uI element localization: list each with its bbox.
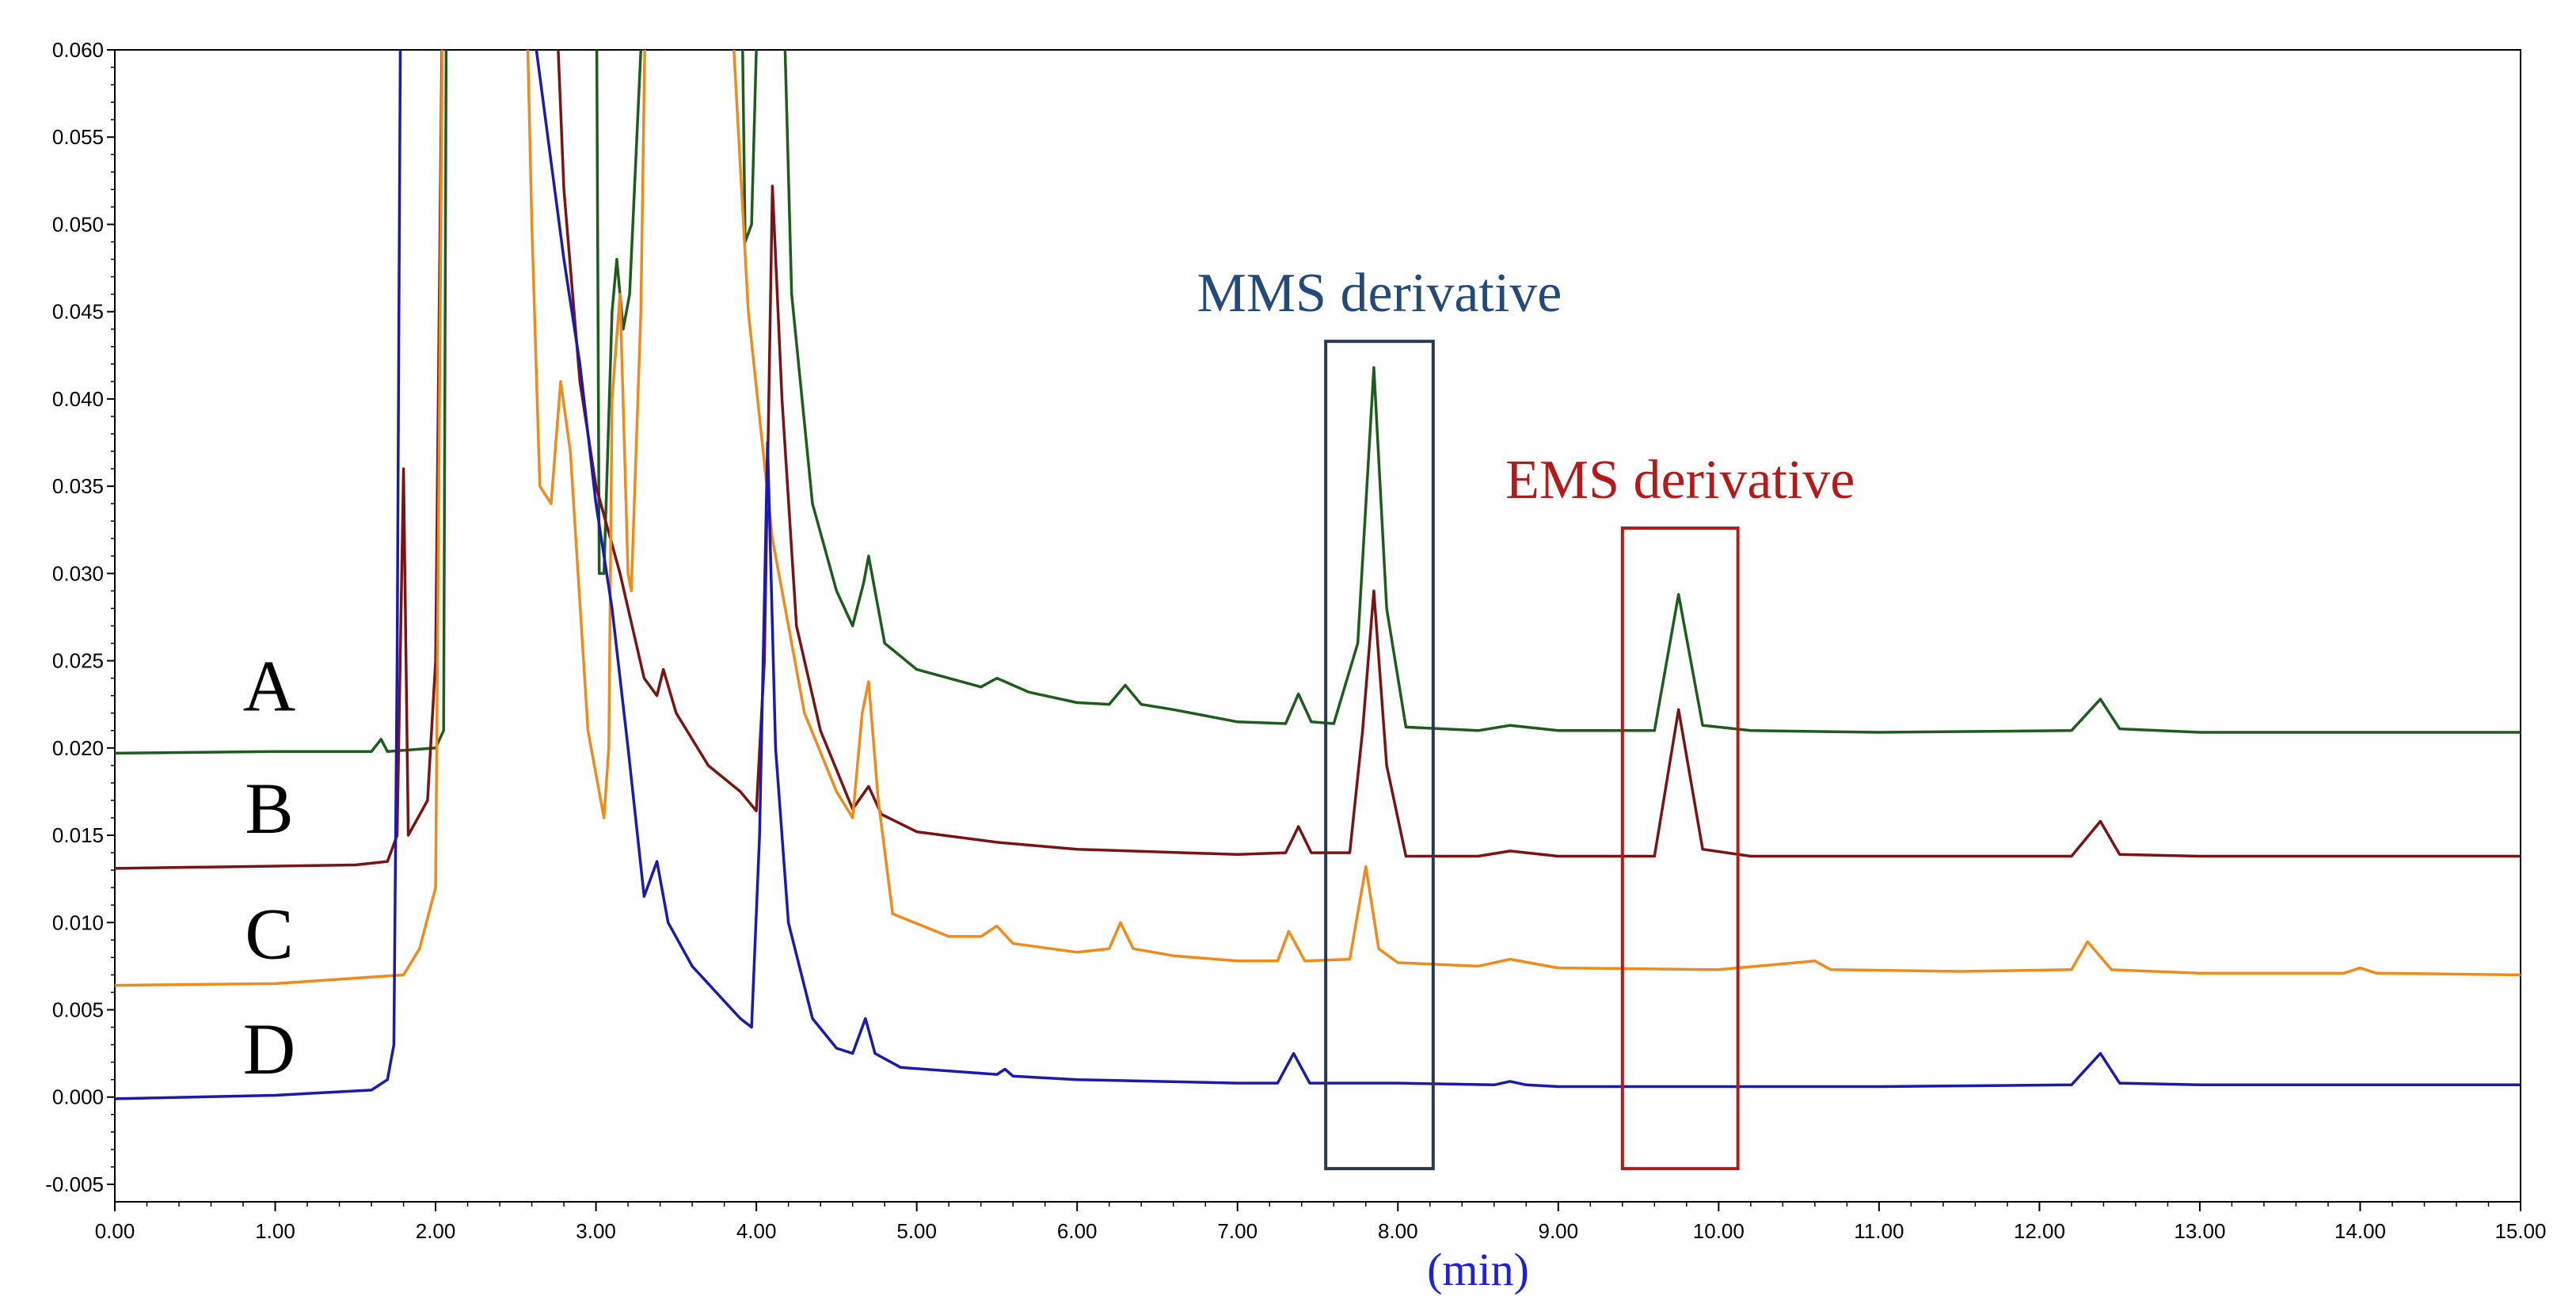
trace-label-d: D — [243, 1009, 295, 1089]
annotation-label-1: MMS derivative — [1197, 263, 1562, 324]
x-tick-label: 6.00 — [1057, 1219, 1098, 1243]
x-tick-label: 0.00 — [95, 1219, 135, 1243]
axis-layer: -0.005 0.000 0.005 0.010 0.015 0.020 0.025 0.03… — [45, 38, 2546, 1243]
annotation-label-2: EMS derivative — [1505, 450, 1855, 511]
annotation-box-1 — [1324, 340, 1435, 1171]
series-line-d — [115, 50, 2521, 1100]
x-tick-label: 7.00 — [1217, 1219, 1258, 1243]
x-tick-label: 8.00 — [1378, 1219, 1418, 1243]
y-tick-label: 0.010 — [52, 910, 104, 934]
y-tick-label: 0.050 — [52, 212, 104, 236]
y-tick-label: 0.040 — [52, 387, 104, 411]
y-tick-label: -0.005 — [45, 1172, 104, 1196]
x-tick-label: 10.00 — [1693, 1219, 1745, 1243]
series-layer — [115, 50, 2521, 1100]
series-line-c — [115, 50, 2521, 987]
x-tick-label: 14.00 — [2334, 1219, 2386, 1243]
y-tick-label: 0.030 — [52, 561, 104, 585]
y-tick-label: 0.045 — [52, 300, 104, 324]
x-tick-label: 4.00 — [736, 1219, 777, 1243]
y-tick-label: 0.025 — [52, 649, 104, 673]
x-tick-label: 15.00 — [2494, 1219, 2546, 1243]
series-line-b — [115, 50, 2521, 870]
trace-label-b: B — [245, 768, 293, 849]
y-tick-label: 0.060 — [52, 38, 104, 62]
x-tick-label: 13.00 — [2174, 1219, 2225, 1243]
x-tick-label: 9.00 — [1538, 1219, 1578, 1243]
trace-label-a: A — [243, 646, 295, 727]
y-tick-label: 0.000 — [52, 1085, 104, 1109]
y-tick-label: 0.035 — [52, 474, 104, 498]
y-tick-label: 0.005 — [52, 998, 104, 1022]
x-tick-label: 12.00 — [2014, 1219, 2065, 1243]
annotation-box-2 — [1620, 526, 1740, 1171]
plot-frame — [114, 49, 2521, 1203]
y-tick-label: 0.015 — [52, 823, 104, 847]
annotation-layer: MMS derivative EMS derivative — [1197, 263, 1855, 1171]
x-tick-label: 1.00 — [255, 1219, 295, 1243]
x-tick-label: 11.00 — [1854, 1219, 1904, 1243]
series-line-a — [115, 50, 2521, 755]
trace-label-c: C — [245, 894, 293, 975]
x-tick-label: 3.00 — [576, 1219, 616, 1243]
y-tick-label: 0.055 — [52, 125, 104, 149]
y-tick-label: 0.020 — [52, 736, 104, 760]
x-tick-label: 5.00 — [896, 1219, 937, 1243]
x-axis-title: (min) — [1427, 1244, 1529, 1295]
x-tick-label: 2.00 — [416, 1219, 456, 1243]
